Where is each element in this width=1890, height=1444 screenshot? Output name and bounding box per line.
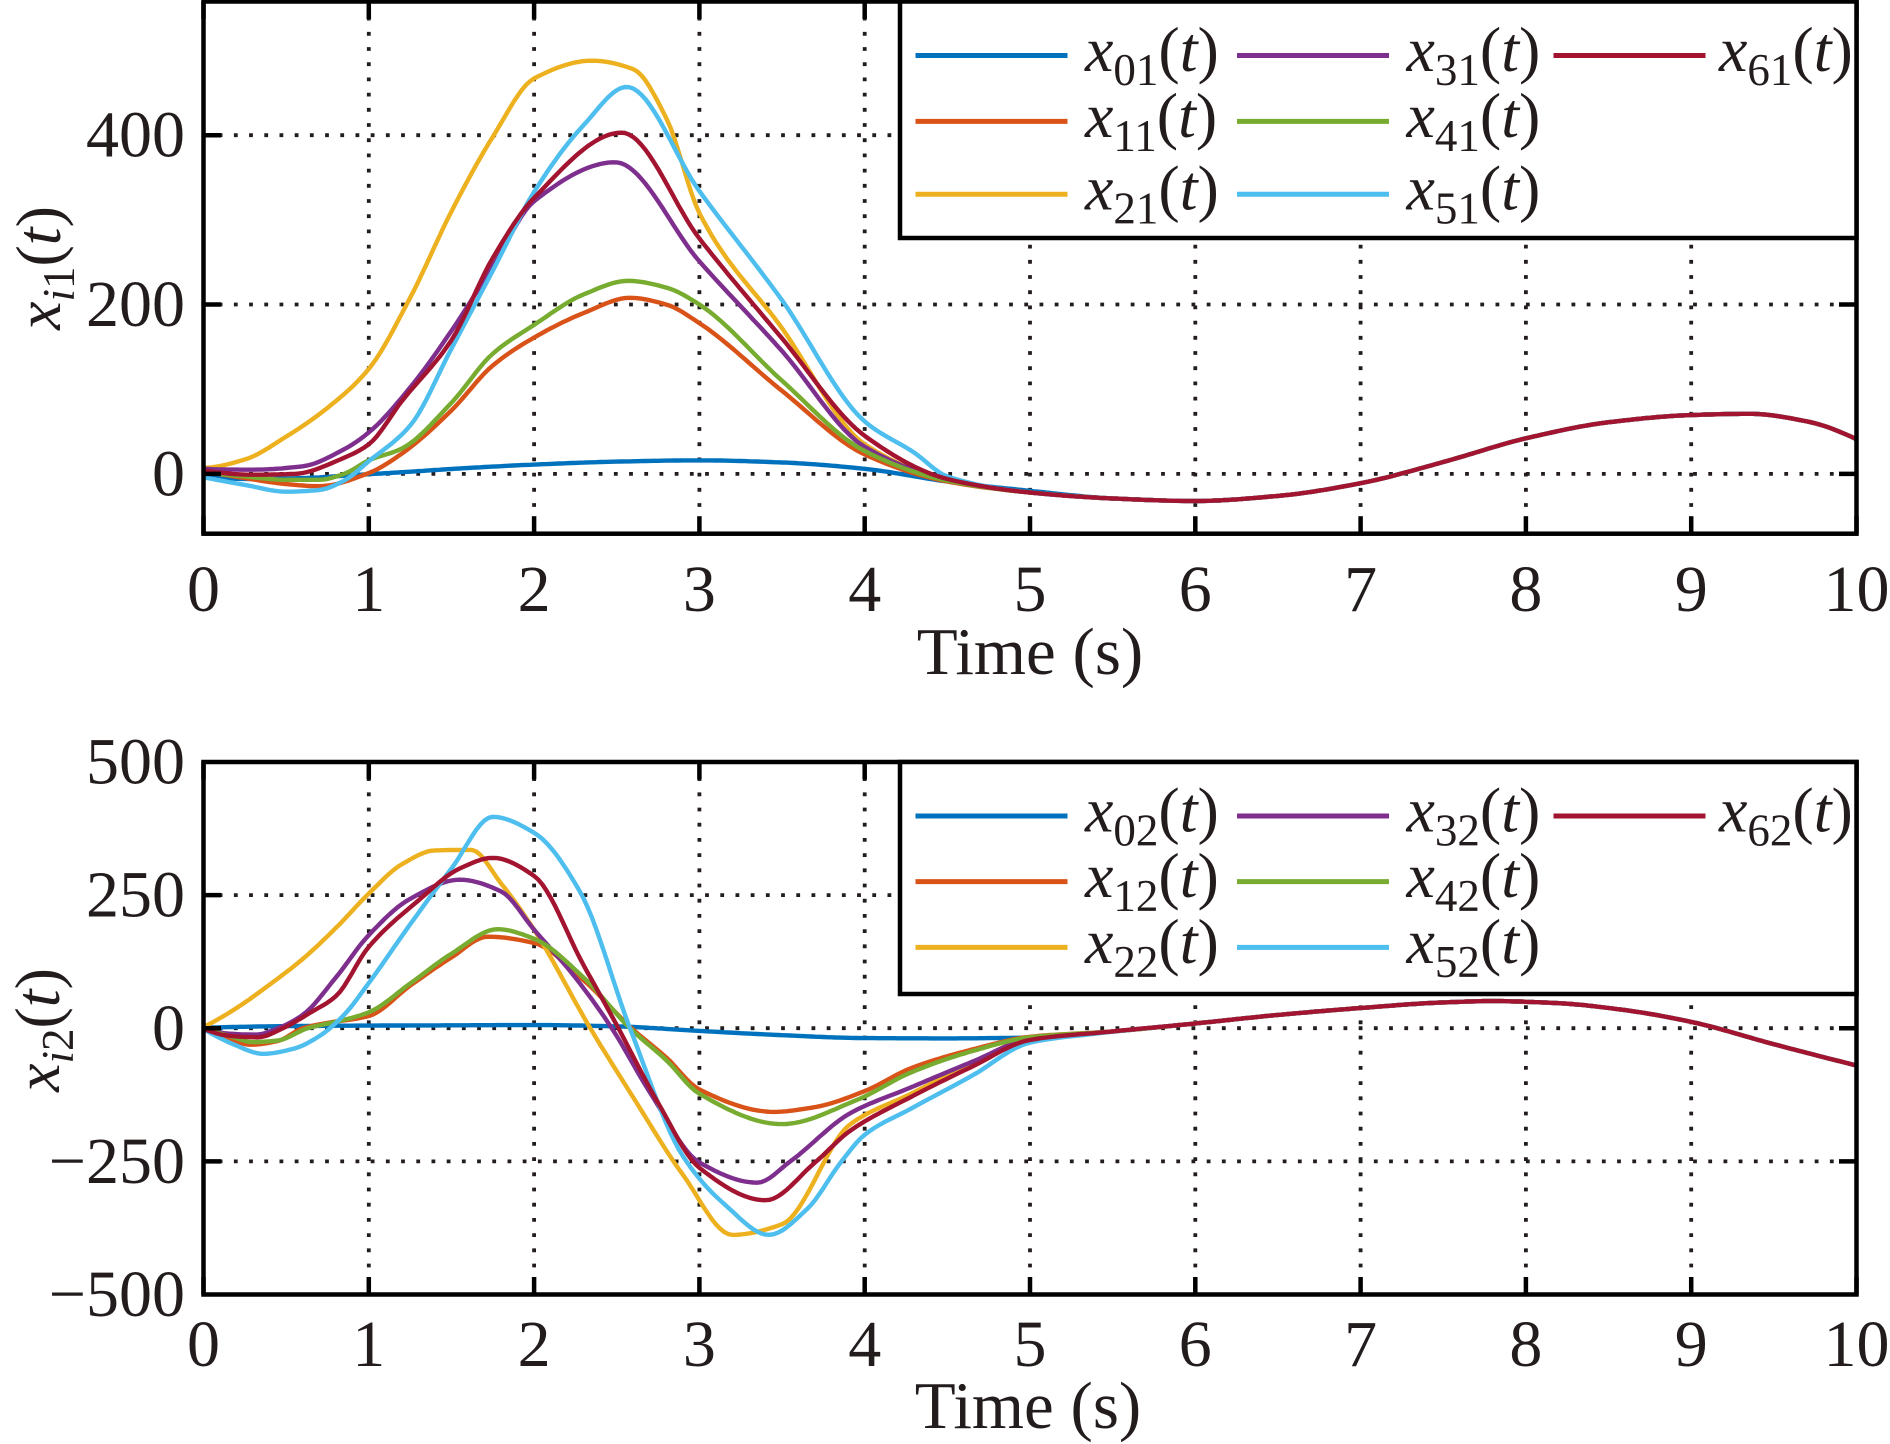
svg-text:8: 8 <box>1509 553 1542 626</box>
svg-text:10: 10 <box>1824 1308 1890 1381</box>
svg-text:xi1(t): xi1(t) <box>3 206 84 331</box>
svg-text:10: 10 <box>1824 553 1890 626</box>
svg-text:3: 3 <box>683 553 716 626</box>
svg-text:4: 4 <box>848 1308 881 1381</box>
svg-text:500: 500 <box>86 726 185 799</box>
svg-text:9: 9 <box>1675 553 1708 626</box>
svg-text:250: 250 <box>86 859 185 932</box>
svg-text:3: 3 <box>683 1308 716 1381</box>
svg-text:−250: −250 <box>49 1125 185 1198</box>
svg-text:−500: −500 <box>49 1258 185 1331</box>
svg-text:Time (s): Time (s) <box>917 615 1144 689</box>
svg-text:x22(t): x22(t) <box>1084 906 1219 987</box>
svg-text:x02(t): x02(t) <box>1084 775 1219 856</box>
svg-text:400: 400 <box>86 99 185 172</box>
svg-text:x12(t): x12(t) <box>1084 840 1219 921</box>
svg-text:7: 7 <box>1344 1308 1377 1381</box>
svg-text:9: 9 <box>1675 1308 1708 1381</box>
svg-text:0: 0 <box>187 1308 220 1381</box>
svg-text:7: 7 <box>1344 553 1377 626</box>
svg-text:x62(t): x62(t) <box>1718 775 1853 856</box>
svg-text:5: 5 <box>1014 553 1047 626</box>
svg-text:x32(t): x32(t) <box>1406 775 1541 856</box>
svg-text:x01(t): x01(t) <box>1084 14 1219 95</box>
svg-text:x52(t): x52(t) <box>1406 906 1541 987</box>
svg-text:x42(t): x42(t) <box>1406 840 1541 921</box>
svg-text:0: 0 <box>187 553 220 626</box>
svg-text:1: 1 <box>352 553 385 626</box>
svg-text:4: 4 <box>848 553 881 626</box>
svg-text:Time (s): Time (s) <box>915 1369 1142 1443</box>
svg-text:200: 200 <box>86 268 185 341</box>
svg-text:xi2(t): xi2(t) <box>2 968 83 1093</box>
svg-text:1: 1 <box>352 1308 385 1381</box>
svg-text:2: 2 <box>518 1308 551 1381</box>
svg-text:6: 6 <box>1179 553 1212 626</box>
svg-text:5: 5 <box>1014 1308 1047 1381</box>
svg-text:0: 0 <box>152 437 185 510</box>
svg-text:0: 0 <box>152 992 185 1065</box>
svg-text:x11(t): x11(t) <box>1084 80 1217 161</box>
svg-text:x41(t): x41(t) <box>1406 80 1541 161</box>
svg-text:x21(t): x21(t) <box>1084 153 1219 234</box>
svg-text:8: 8 <box>1509 1308 1542 1381</box>
svg-text:6: 6 <box>1179 1308 1212 1381</box>
svg-text:x51(t): x51(t) <box>1406 153 1541 234</box>
svg-text:x61(t): x61(t) <box>1718 14 1853 95</box>
svg-text:2: 2 <box>518 553 551 626</box>
svg-text:x31(t): x31(t) <box>1406 14 1541 95</box>
